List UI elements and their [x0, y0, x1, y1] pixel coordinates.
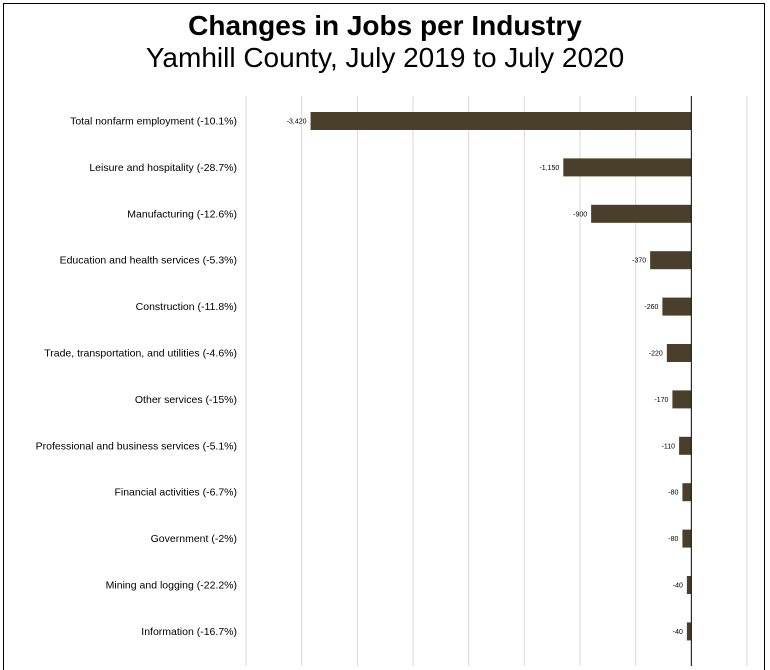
bar	[679, 436, 692, 455]
chart-subtitle: Yamhill County, July 2019 to July 2020	[145, 42, 625, 73]
bar	[686, 622, 692, 641]
category-label: Mining and logging (-22.2%)	[106, 580, 237, 592]
data-label: -80	[668, 536, 678, 543]
bar	[650, 251, 692, 270]
data-label: -110	[662, 443, 676, 450]
category-label: Other services (-15%)	[135, 394, 237, 406]
bar	[682, 483, 692, 502]
data-label: -220	[649, 351, 663, 358]
bar	[310, 112, 692, 130]
data-label: -80	[668, 490, 678, 497]
bar	[563, 158, 692, 177]
bar	[686, 576, 692, 594]
category-label: Total nonfarm employment (-10.1%)	[70, 116, 237, 128]
data-label: -3,420	[287, 119, 307, 126]
data-label: -1,150	[539, 165, 559, 172]
category-label: Government (-2%)	[151, 533, 237, 545]
category-label: Information (-16.7%)	[141, 626, 237, 638]
data-label: -40	[673, 629, 683, 636]
data-label: -370	[632, 258, 646, 265]
chart-title: Changes in Jobs per Industry	[188, 10, 582, 41]
category-label: Trade, transportation, and utilities (-4…	[44, 348, 237, 360]
category-label: Professional and business services (-5.1…	[36, 440, 237, 452]
category-label: Manufacturing (-12.6%)	[127, 208, 237, 220]
category-label: Education and health services (-5.3%)	[60, 255, 237, 267]
bar	[591, 204, 692, 223]
category-label: Construction (-11.8%)	[136, 301, 237, 313]
category-label: Financial activities (-6.7%)	[114, 487, 237, 499]
bar	[682, 529, 692, 548]
category-label: Leisure and hospitality (-28.7%)	[89, 162, 237, 174]
bar	[662, 297, 692, 316]
data-label: -260	[644, 304, 658, 311]
data-label: -170	[654, 397, 668, 404]
bar	[672, 390, 692, 409]
bar	[666, 344, 692, 362]
data-label: -40	[673, 583, 683, 590]
data-label: -900	[573, 211, 587, 218]
